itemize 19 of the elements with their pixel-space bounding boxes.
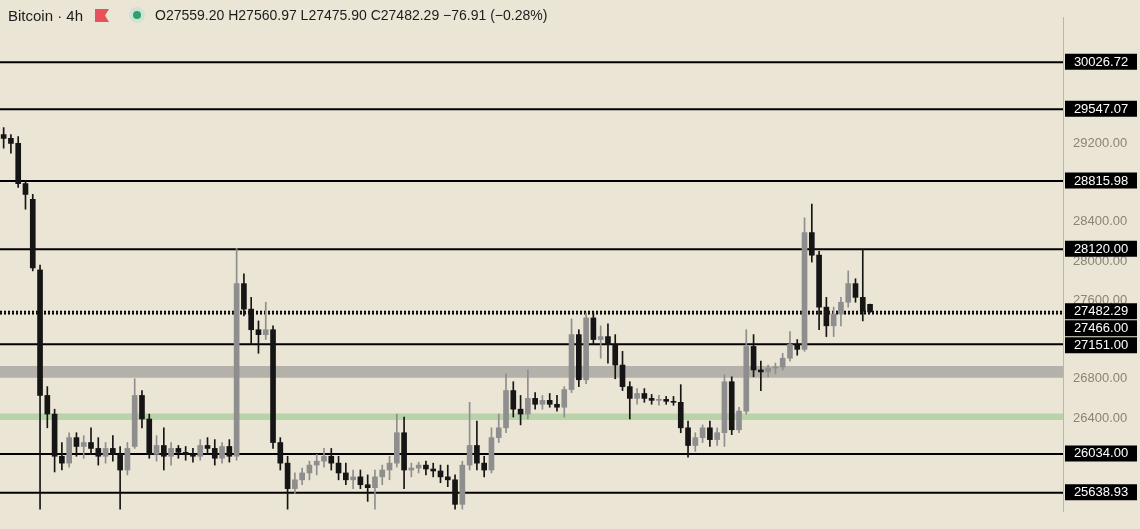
ref-line-label: 30026.72 [1073,53,1129,69]
ref-line-label: 25638.93 [1073,484,1129,500]
candlestick [350,469,356,489]
ref-line-label: 29547.07 [1073,100,1129,116]
y-tick-label: 29200.00 [1073,134,1128,150]
ref-line-label: 27466.00 [1073,320,1129,336]
ref-line-label: 27151.00 [1073,337,1129,353]
ref-line-label: 28815.98 [1073,172,1129,188]
y-tick-label: 26400.00 [1073,409,1128,425]
candlestick [262,301,269,340]
candlestick [190,448,196,463]
candlestick [364,474,371,502]
candlestick [656,395,662,406]
candlestick [80,435,87,459]
y-tick-label: 28400.00 [1073,213,1128,229]
ref-line-label: 26034.00 [1073,445,1129,461]
chart-title: Bitcoin · 4h [8,6,84,24]
chart-subtitle: O27559.20 H27560.97 L27475.90 C27482.29 −76.91 (−0.28%) [155,7,548,23]
y-tick-label: 26800.00 [1073,370,1128,386]
